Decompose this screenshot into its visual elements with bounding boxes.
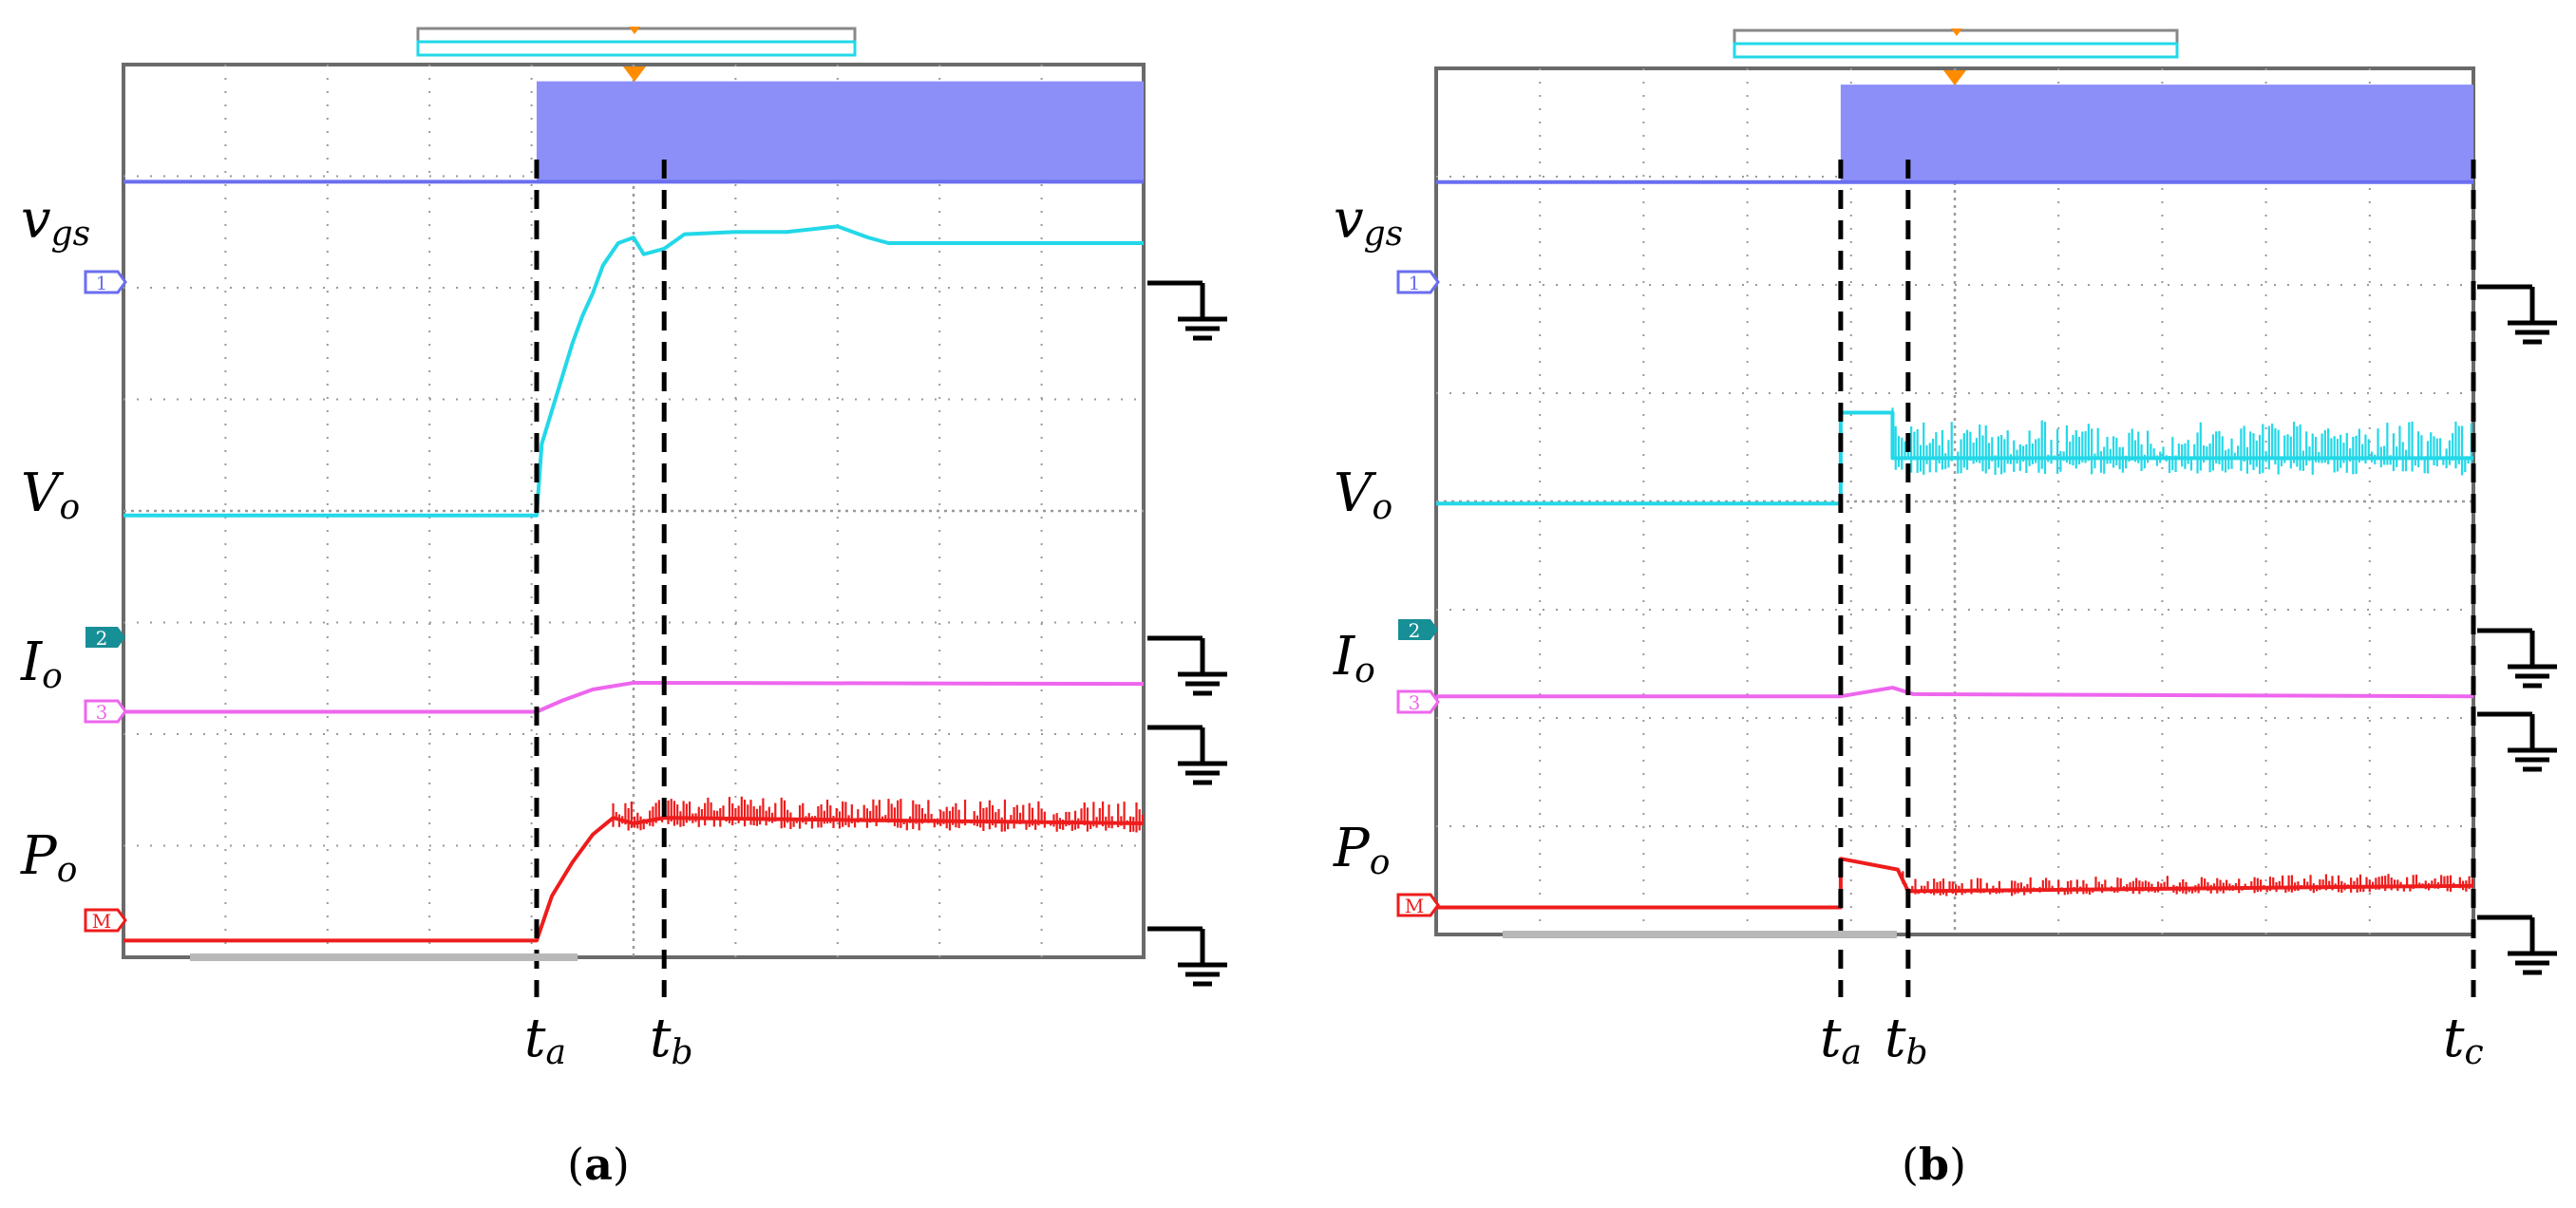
panel-b-caption: (b) bbox=[1902, 1139, 1966, 1190]
panel-a-label-vo: Vo bbox=[21, 462, 80, 527]
panel-a-scope-frame bbox=[122, 63, 1146, 959]
panel-b-time-label-tb: tb bbox=[1885, 1008, 1928, 1072]
panel-a-ground-icon-1 bbox=[1147, 283, 1227, 338]
panel-b-marker-math: M bbox=[1396, 893, 1440, 917]
panel-a-time-label-ta: ta bbox=[524, 1008, 566, 1072]
panel-a-label-io: Io bbox=[20, 632, 63, 696]
svg-text:M: M bbox=[1405, 895, 1424, 917]
b-status-strip bbox=[1503, 931, 1897, 938]
panel-b-trigger-marker bbox=[1943, 70, 1966, 85]
panel-a-ground-icon-3 bbox=[1147, 727, 1227, 783]
panel-b-marker-ch1: 1 bbox=[1396, 270, 1440, 294]
panel-a-ground-icon-2 bbox=[1147, 638, 1227, 693]
panel-a: 1 2 3 M vgs Vo Io Po bbox=[20, 27, 1227, 1190]
panel-b-label-io: Io bbox=[1333, 626, 1375, 690]
svg-text:2: 2 bbox=[96, 627, 108, 650]
b-noise-vo bbox=[1891, 407, 2472, 476]
panel-a-grid bbox=[123, 65, 1144, 957]
a-trace-vo bbox=[123, 224, 1144, 518]
b-noise-po bbox=[1902, 871, 2474, 897]
panel-a-marker-math: M bbox=[84, 908, 127, 933]
panel-a-time-label-tb: tb bbox=[650, 1008, 693, 1072]
panel-b-label-vo: Vo bbox=[1334, 462, 1392, 527]
panel-a-caption: (a) bbox=[567, 1139, 630, 1190]
panel-a-trigger-marker bbox=[623, 66, 646, 82]
panel-b-marker-ch3: 3 bbox=[1396, 689, 1440, 714]
a-trace-io bbox=[123, 680, 1145, 714]
panel-b-plot bbox=[1436, 85, 2476, 997]
panel-b-ground-icon-1 bbox=[2477, 287, 2557, 342]
panel-a-ground-icon-4 bbox=[1147, 929, 1227, 984]
svg-text:1: 1 bbox=[1409, 272, 1421, 294]
panel-a-top-bar bbox=[416, 27, 857, 57]
panel-b-time-label-ta: ta bbox=[1820, 1008, 1862, 1072]
panel-a-label-vgs: vgs bbox=[21, 189, 90, 254]
panel-b-grid bbox=[1436, 68, 2473, 934]
b-vgs-switching-band bbox=[1840, 85, 2473, 182]
b-trace-io bbox=[1436, 686, 2474, 699]
panel-a-marker-ch1: 1 bbox=[84, 270, 127, 294]
panel-b-top-bar bbox=[1733, 28, 2179, 59]
svg-text:2: 2 bbox=[1409, 619, 1421, 642]
a-vgs-switching-band bbox=[536, 81, 1144, 182]
panel-b-scope-frame bbox=[1434, 66, 2475, 936]
panel-b-marker-ch2: 2 bbox=[1398, 619, 1438, 642]
panel-b-label-vgs: vgs bbox=[1334, 189, 1403, 254]
svg-text:3: 3 bbox=[96, 701, 108, 724]
panel-b-label-po: Po bbox=[1333, 818, 1390, 882]
panel-a-label-po: Po bbox=[20, 825, 77, 890]
a-noise-po bbox=[612, 796, 1145, 833]
svg-text:1: 1 bbox=[96, 272, 108, 294]
panel-b-ground-icon-3 bbox=[2477, 714, 2557, 769]
panel-a-plot bbox=[123, 81, 1145, 997]
svg-text:3: 3 bbox=[1409, 691, 1421, 714]
panel-b-time-label-tc: tc bbox=[2443, 1008, 2484, 1072]
panel-a-marker-ch2: 2 bbox=[85, 627, 125, 650]
panel-b: 1 2 3 M vgs Vo Io Po bbox=[1333, 28, 2557, 1190]
panel-b-ground-icon-2 bbox=[2477, 631, 2557, 686]
a-status-strip bbox=[190, 953, 578, 961]
panel-a-marker-ch3: 3 bbox=[84, 699, 127, 724]
svg-text:M: M bbox=[92, 910, 111, 933]
panel-b-ground-icon-4 bbox=[2477, 917, 2557, 972]
